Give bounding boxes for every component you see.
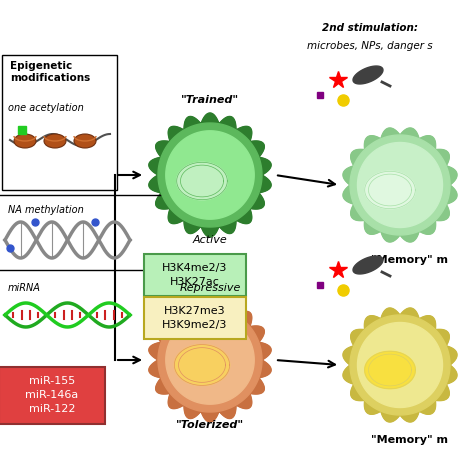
Polygon shape bbox=[343, 128, 457, 242]
Text: Repressive: Repressive bbox=[179, 283, 241, 293]
Polygon shape bbox=[343, 308, 457, 422]
Polygon shape bbox=[158, 308, 262, 412]
Polygon shape bbox=[174, 345, 229, 385]
FancyBboxPatch shape bbox=[144, 297, 246, 339]
Text: microbes, NPs, danger s: microbes, NPs, danger s bbox=[307, 41, 433, 51]
Polygon shape bbox=[353, 66, 383, 84]
Text: NA methylation: NA methylation bbox=[8, 205, 84, 215]
Polygon shape bbox=[365, 351, 415, 389]
Polygon shape bbox=[350, 135, 450, 235]
Polygon shape bbox=[350, 315, 450, 415]
FancyBboxPatch shape bbox=[0, 366, 106, 423]
Text: Epigenetic
modifications: Epigenetic modifications bbox=[10, 61, 90, 83]
Text: "Trained": "Trained" bbox=[181, 95, 239, 105]
Text: "Memory" m: "Memory" m bbox=[372, 255, 448, 265]
FancyBboxPatch shape bbox=[144, 254, 246, 296]
Text: Active: Active bbox=[192, 235, 228, 245]
Ellipse shape bbox=[14, 134, 36, 148]
Text: 2nd stimulation:: 2nd stimulation: bbox=[322, 23, 418, 33]
Polygon shape bbox=[166, 131, 254, 219]
Text: miR-155
miR-146a
miR-122: miR-155 miR-146a miR-122 bbox=[26, 376, 79, 414]
Polygon shape bbox=[353, 256, 383, 274]
Ellipse shape bbox=[44, 134, 66, 148]
Text: H3K27me3
H3K9me2/3: H3K27me3 H3K9me2/3 bbox=[162, 306, 228, 330]
Polygon shape bbox=[357, 143, 443, 228]
Text: one acetylation: one acetylation bbox=[8, 103, 84, 113]
Ellipse shape bbox=[74, 134, 96, 148]
Polygon shape bbox=[149, 113, 271, 237]
Text: "Memory" m: "Memory" m bbox=[372, 435, 448, 445]
Text: "Tolerized": "Tolerized" bbox=[176, 420, 244, 430]
Polygon shape bbox=[149, 298, 271, 422]
Polygon shape bbox=[357, 322, 443, 408]
FancyBboxPatch shape bbox=[2, 55, 117, 190]
Text: miRNA: miRNA bbox=[8, 283, 41, 293]
Text: H3K4me2/3
H3K27ac: H3K4me2/3 H3K27ac bbox=[162, 263, 228, 287]
Polygon shape bbox=[177, 162, 228, 200]
Polygon shape bbox=[166, 316, 254, 404]
Polygon shape bbox=[158, 123, 262, 227]
Polygon shape bbox=[365, 171, 415, 209]
